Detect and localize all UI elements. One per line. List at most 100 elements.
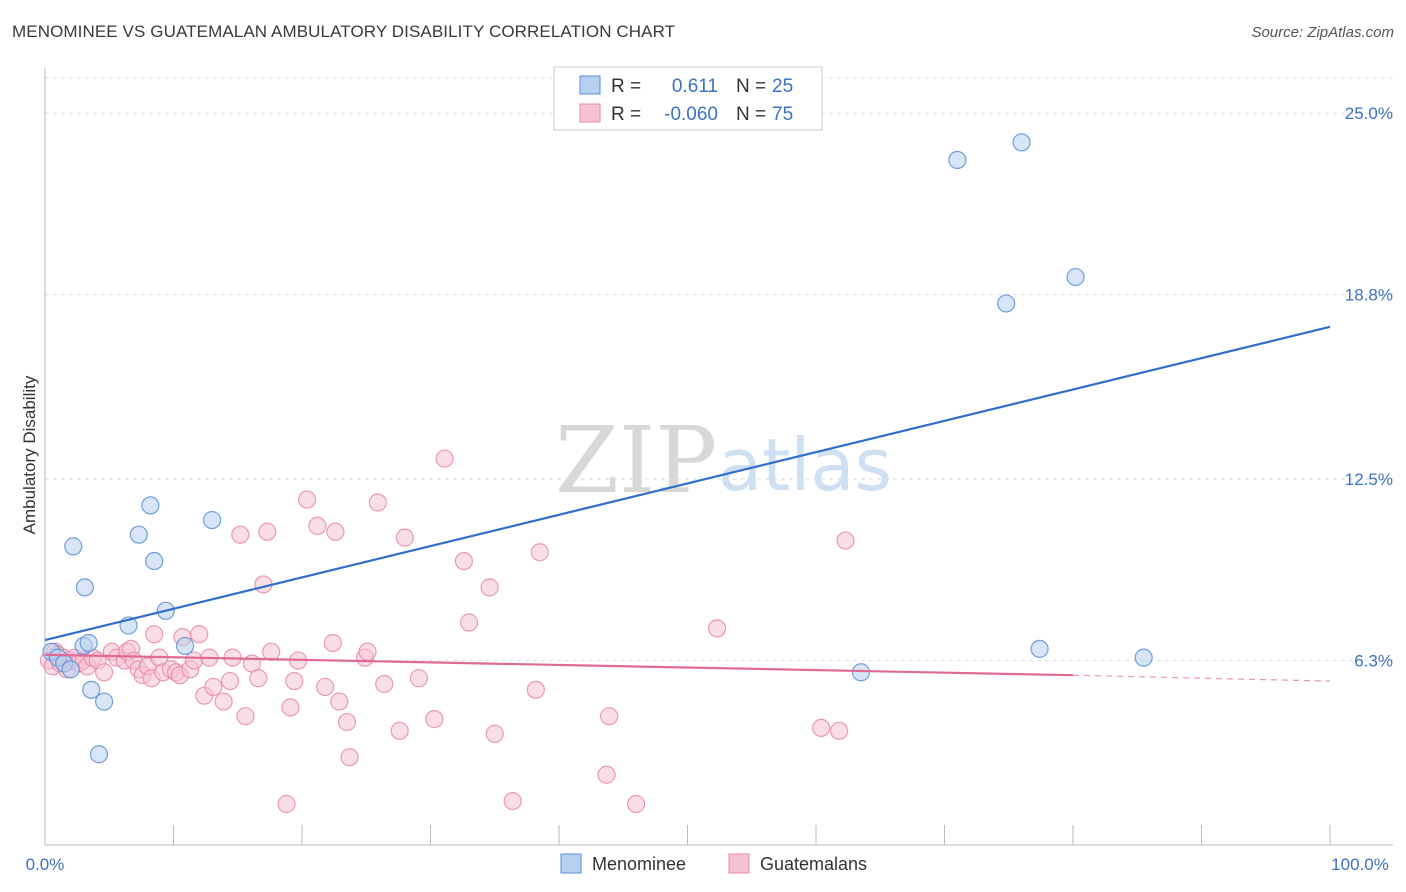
guatemalans-point-55 <box>323 633 342 653</box>
guatemalans-point-54 <box>316 677 335 697</box>
x-tick-label-start: 0.0% <box>26 855 65 874</box>
menominee-point-16 <box>175 636 195 656</box>
guatemalans-point-77 <box>600 707 619 726</box>
menominee-point-14 <box>145 551 164 571</box>
menominee-point-10 <box>95 692 114 711</box>
x-tick-label-end: 100.0% <box>1331 855 1389 874</box>
guatemalans-trendline-extension <box>1072 674 1331 682</box>
y-axis-title: Ambulatory Disability <box>20 375 39 534</box>
guatemalans-point-49 <box>281 698 300 717</box>
watermark-atlas: atlas <box>718 423 892 507</box>
menominee-point-17 <box>202 510 222 530</box>
x-tick-labels: 0.0% 100.0% <box>26 855 1389 874</box>
menominee-point-9 <box>89 745 109 764</box>
bottom-legend-label-menominee: Menominee <box>592 854 686 874</box>
guatemalans-point-46 <box>258 522 277 541</box>
guatemalans-point-67 <box>425 710 444 729</box>
guatemalans-point-58 <box>337 712 357 732</box>
guatemalans-point-37 <box>204 677 223 697</box>
guatemalans-point-75 <box>530 543 549 562</box>
menominee-point-13 <box>141 496 160 515</box>
legend-r-value-guatemalans: -0.060 <box>664 104 718 125</box>
y-tick-label-2: 18.8% <box>1345 286 1393 305</box>
guatemalans-point-68 <box>435 449 454 468</box>
guatemalans-point-34 <box>190 625 209 644</box>
y-tick-label-3: 25.0% <box>1345 104 1393 123</box>
guatemalans-point-62 <box>368 493 387 512</box>
menominee-trendline <box>44 325 1331 642</box>
legend-n-label-guatemalans: N = <box>736 104 766 125</box>
chart-source: Source: ZipAtlas.com <box>1251 24 1394 41</box>
menominee-point-12 <box>129 525 148 544</box>
y-tick-label-0: 6.3% <box>1354 652 1393 671</box>
guatemalans-point-56 <box>326 522 345 541</box>
guatemalans-point-76 <box>597 765 616 784</box>
legend-n-value-guatemalans: 75 <box>772 104 793 125</box>
menominee-point-3 <box>61 660 80 679</box>
bottom-legend-swatch-guatemalans <box>728 853 750 874</box>
menominee-point-18 <box>851 663 871 682</box>
guatemalans-point-63 <box>375 674 394 694</box>
guatemalans-point-57 <box>330 692 349 711</box>
menominee-point-6 <box>75 578 94 597</box>
legend-swatch-menominee <box>579 75 601 95</box>
guatemalans-point-39 <box>220 671 240 691</box>
axes <box>44 68 1393 846</box>
guatemalans-point-73 <box>503 791 522 811</box>
guatemalans-point-69 <box>454 551 474 571</box>
legend-n-label-menominee: N = <box>736 76 766 97</box>
legend: R = 0.611 N = 25 R = -0.060 N = 75 <box>553 66 823 131</box>
guatemalans-point-14 <box>95 663 114 682</box>
legend-r-label-guatemalans: R = <box>611 104 641 125</box>
guatemalans-point-71 <box>480 578 499 597</box>
guatemalans-point-50 <box>285 671 304 691</box>
guatemalans-point-66 <box>409 669 429 688</box>
guatemalans-point-42 <box>236 707 255 726</box>
gridlines <box>45 77 1393 662</box>
bottom-legend-label-guatemalans: Guatemalans <box>760 854 867 874</box>
trendlines <box>44 325 1331 682</box>
menominee-point-22 <box>1012 133 1031 152</box>
guatemalans-point-80 <box>836 531 855 550</box>
menominee-point-4 <box>64 537 83 556</box>
guatemalans-point-79 <box>707 619 727 638</box>
series-menominee <box>42 133 1153 764</box>
bottom-legend: Menominee Guatemalans <box>560 853 867 874</box>
guatemalans-trendline <box>44 653 1074 677</box>
guatemalans-point-59 <box>340 748 359 767</box>
menominee-point-20 <box>997 294 1016 313</box>
y-tick-labels: 6.3% 12.5% 18.8% 25.0% <box>1345 104 1393 670</box>
menominee-point-23 <box>1066 267 1085 287</box>
guatemalans-point-38 <box>214 692 233 711</box>
guatemalans-point-82 <box>830 721 849 740</box>
watermark: ZIP atlas <box>555 407 892 514</box>
guatemalans-point-81 <box>812 718 831 738</box>
guatemalans-point-52 <box>298 490 317 509</box>
legend-swatch-guatemalans <box>579 103 601 123</box>
guatemalans-point-44 <box>249 669 268 688</box>
guatemalans-point-78 <box>626 794 646 814</box>
chart-title: MENOMINEE VS GUATEMALAN AMBULATORY DISAB… <box>12 22 676 41</box>
legend-n-value-menominee: 25 <box>772 76 793 97</box>
guatemalans-point-64 <box>390 721 409 740</box>
legend-r-value-menominee: 0.611 <box>672 76 718 97</box>
menominee-point-7 <box>79 633 98 653</box>
guatemalans-point-25 <box>145 625 164 644</box>
guatemalans-point-70 <box>459 613 479 632</box>
guatemalans-point-61 <box>358 642 377 661</box>
guatemalans-point-48 <box>277 794 296 814</box>
guatemalans-point-65 <box>395 528 414 547</box>
guatemalans-point-53 <box>308 516 327 536</box>
menominee-point-21 <box>1030 639 1049 658</box>
menominee-point-8 <box>82 680 101 699</box>
y-tick-label-1: 12.5% <box>1345 470 1393 489</box>
legend-r-label-menominee: R = <box>611 76 641 97</box>
menominee-point-19 <box>948 150 967 170</box>
guatemalans-point-74 <box>526 680 545 699</box>
guatemalans-point-41 <box>231 525 250 544</box>
bottom-legend-swatch-menominee <box>560 853 582 874</box>
menominee-point-24 <box>1134 648 1153 667</box>
guatemalans-point-33 <box>184 651 204 670</box>
guatemalans-point-72 <box>485 724 504 743</box>
